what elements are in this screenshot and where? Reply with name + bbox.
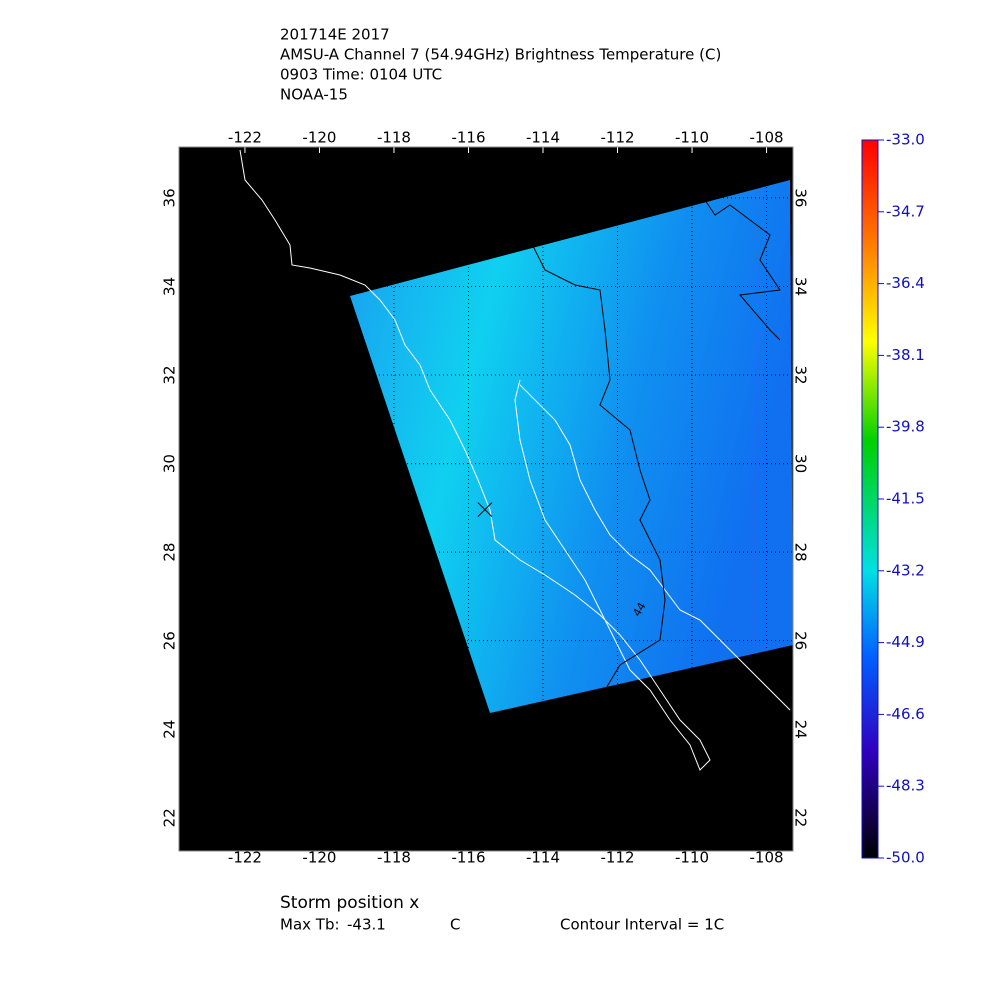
y-tick-label: 34 (161, 277, 179, 296)
x-tick-label: -114 (526, 849, 560, 867)
colorbar-label: -36.4 (886, 274, 925, 292)
colorbar-label: -48.3 (886, 777, 925, 795)
colorbar-label: -33.0 (886, 131, 925, 149)
contour-interval: Contour Interval = 1C (560, 916, 724, 934)
max-tb-label: Max Tb: (280, 916, 340, 934)
y-tick-label: 36 (161, 188, 179, 207)
y-tick-label: 26 (792, 631, 810, 650)
x-tick-label: -116 (451, 849, 485, 867)
y-tick-label: 28 (792, 543, 810, 562)
x-tick-label: -118 (377, 849, 411, 867)
colorbar: -33.0 -34.7 -36.4 -38.1 -39.8 -41.5 -43.2 -44.9… (861, 131, 925, 867)
title-line: AMSU-A Channel 7 (54.94GHz) Brightness T… (280, 46, 721, 64)
storm-label: Storm position x (280, 893, 419, 913)
storm-x (477, 502, 493, 517)
x-tick-label: -116 (451, 129, 485, 147)
y-tick-label: 28 (161, 543, 179, 562)
x-tick-label: -112 (600, 849, 634, 867)
title-line: 0903 Time: 0104 UTC (280, 66, 442, 84)
title-line: NOAA-15 (280, 86, 348, 104)
storm-marker (477, 502, 493, 517)
y-tick-label: 26 (161, 631, 179, 650)
map-border (178, 146, 794, 852)
y-tick-label: 30 (792, 454, 810, 473)
colorbar-label: -43.2 (886, 561, 925, 579)
y-tick-label: 34 (792, 277, 810, 296)
x-tick-label: -120 (302, 849, 336, 867)
y-tick-label: 30 (161, 454, 179, 473)
coastline (519, 384, 791, 711)
colorbar-label: -46.6 (886, 705, 925, 723)
contour (704, 199, 781, 341)
y-tick-label: 24 (792, 720, 810, 739)
max-tb-value: -43.1 (347, 916, 386, 934)
y-tick-label: 22 (792, 808, 810, 827)
x-tick-label: -118 (377, 129, 411, 147)
max-tb-unit: C (450, 916, 460, 934)
x-tick-label: -112 (600, 129, 634, 147)
contour (529, 239, 666, 691)
x-tick-label: -122 (228, 849, 262, 867)
title-line: 201714E 2017 (280, 26, 390, 44)
title: 201714E 2017 AMSU-A Channel 7 (54.94GHz) … (280, 26, 721, 104)
y-tick-label: 32 (792, 365, 810, 384)
colorbar-label: -50.0 (886, 849, 925, 867)
x-tick-label: -108 (750, 129, 784, 147)
x-tick-label: -114 (526, 129, 560, 147)
swath (350, 180, 793, 713)
x-tick-label: -108 (750, 849, 784, 867)
x-tick-label: -120 (302, 129, 336, 147)
coastline (239, 149, 711, 771)
colorbar-label: -34.7 (886, 202, 925, 220)
footer: Storm position x Max Tb: -43.1 C Contour… (280, 893, 724, 934)
colorbar-scale (861, 139, 879, 859)
y-tick-label: 32 (161, 365, 179, 384)
contour-label: 44 (630, 600, 648, 619)
colorbar-label: -39.8 (886, 418, 925, 436)
colorbar-label: -44.9 (886, 633, 925, 651)
axes: -122 -122 -120 -120 -118 -118 -116 -116 -114 -114… (161, 129, 810, 867)
colorbar-label: -38.1 (886, 346, 925, 364)
y-tick-label: 24 (161, 720, 179, 739)
colorbar-label: -41.5 (886, 490, 925, 508)
x-tick-label: -110 (675, 849, 709, 867)
y-tick-label: 22 (161, 808, 179, 827)
x-tick-label: -110 (675, 129, 709, 147)
x-tick-label: -122 (228, 129, 262, 147)
y-tick-label: 36 (792, 188, 810, 207)
